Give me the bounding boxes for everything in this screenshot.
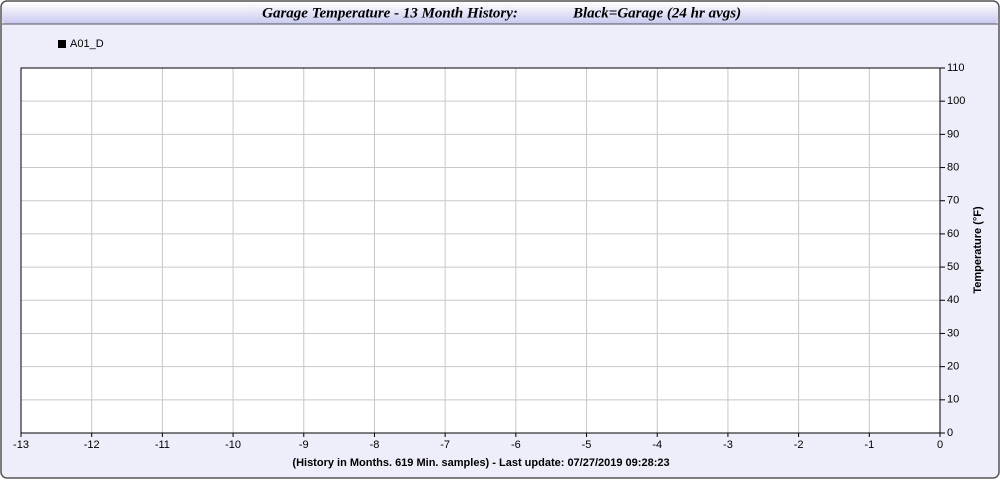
x-tick-label: -4: [652, 439, 662, 451]
x-tick-label: 0: [937, 439, 943, 451]
x-tick-label: -2: [794, 439, 804, 451]
y-tick-label: 100: [947, 95, 965, 107]
y-tick-label: 60: [947, 228, 959, 240]
y-tick-label: 70: [947, 195, 959, 207]
y-tick-label: 50: [947, 261, 959, 273]
x-axis-label: (History in Months. 619 Min. samples) - …: [292, 457, 669, 469]
x-tick-label: -3: [723, 439, 733, 451]
legend-label: A01_D: [70, 38, 104, 50]
plot-area: [21, 68, 940, 433]
y-tick-label: 0: [947, 427, 953, 439]
y-tick-label: 20: [947, 361, 959, 373]
x-tick-label: -11: [155, 439, 170, 451]
y-tick-label: 10: [947, 394, 959, 406]
x-tick-label: -12: [84, 439, 100, 451]
y-axis-label: Temperature (°F): [972, 206, 984, 294]
chart-title: Garage Temperature - 13 Month History:: [262, 5, 518, 21]
x-tick-label: -7: [440, 439, 450, 451]
y-tick-label: 30: [947, 327, 959, 339]
chart-subtitle: Black=Garage (24 hr avgs): [572, 5, 741, 21]
x-tick-label: -1: [864, 439, 874, 451]
x-tick-label: -8: [370, 439, 380, 451]
x-tick-label: -5: [582, 439, 592, 451]
x-tick-label: -9: [299, 439, 309, 451]
x-tick-label: -6: [511, 439, 521, 451]
y-tick-label: 40: [947, 294, 959, 306]
legend-swatch: [58, 40, 66, 48]
y-tick-label: 80: [947, 161, 959, 173]
y-tick-label: 110: [947, 62, 965, 74]
title-bar: [2, 2, 998, 24]
x-tick-label: -13: [13, 439, 29, 451]
y-tick-label: 90: [947, 128, 959, 140]
plot-border: [20, 67, 941, 434]
x-tick-label: -10: [225, 439, 241, 451]
